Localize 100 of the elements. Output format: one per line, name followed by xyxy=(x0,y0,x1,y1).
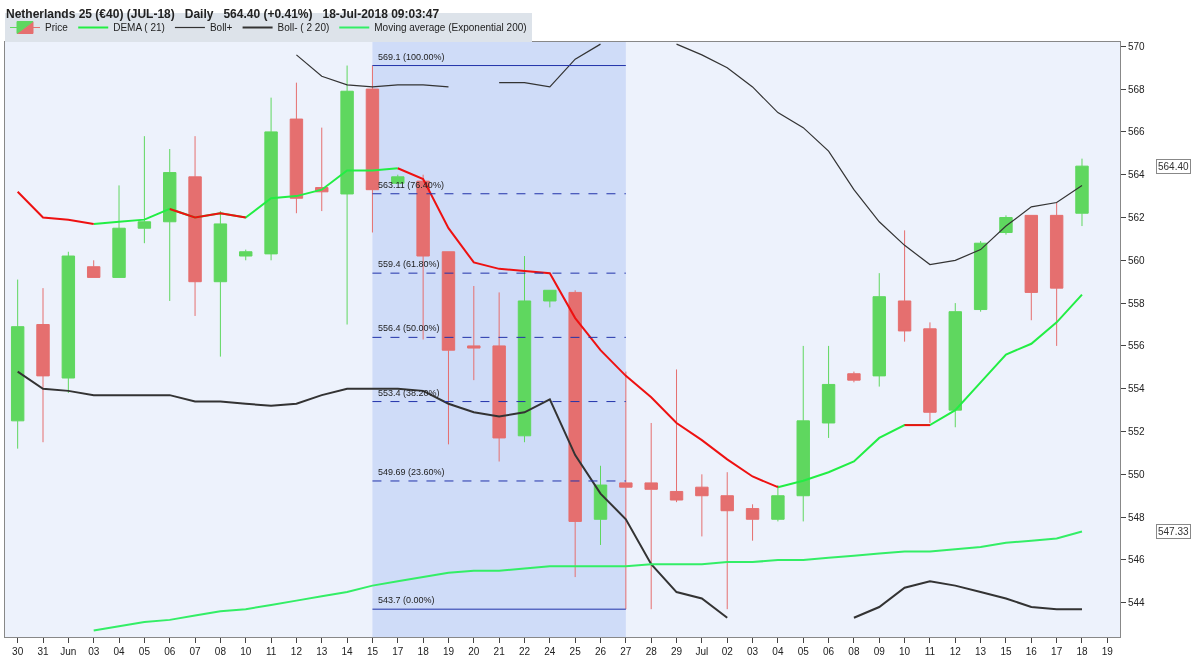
x-tick-label: Jun xyxy=(60,646,77,657)
x-tick-label: 16 xyxy=(1025,646,1038,657)
x-tick-label: 17 xyxy=(1051,646,1063,657)
ref-line-label: 569.1 (100.00%) xyxy=(378,52,445,62)
y-tick-label: 544 xyxy=(1128,597,1146,609)
y-tick-label: 554 xyxy=(1128,383,1146,395)
x-tick-label: 03 xyxy=(747,646,759,657)
x-tick-label: Jul xyxy=(695,646,709,657)
x-tick-label: 25 xyxy=(569,646,582,657)
candlestick xyxy=(467,285,481,381)
y-tick-label: 556 xyxy=(1128,340,1146,352)
y-tick-label: 558 xyxy=(1128,297,1146,309)
y-tick-label: 568 xyxy=(1128,83,1146,95)
candlestick xyxy=(1049,202,1064,347)
x-tick-label: 19 xyxy=(442,646,455,657)
candlestick xyxy=(897,229,912,343)
candlestick xyxy=(36,287,50,443)
x-tick-label: 30 xyxy=(12,646,24,657)
candlestick xyxy=(239,249,253,261)
text: 564.40 xyxy=(1158,161,1190,172)
candlestick xyxy=(872,272,886,388)
candlestick xyxy=(441,251,456,445)
candlestick xyxy=(923,321,937,424)
x-tick-label: 31 xyxy=(37,646,50,657)
candlestick xyxy=(112,184,126,278)
candlestick xyxy=(517,255,532,443)
x-tick-label: 20 xyxy=(468,646,480,657)
y-tick-label: 550 xyxy=(1128,468,1146,480)
candlestick xyxy=(644,422,658,610)
candlestick xyxy=(1024,214,1039,321)
x-tick-label: 28 xyxy=(645,646,658,657)
x-tick-label: 04 xyxy=(113,646,126,657)
candlestick xyxy=(61,251,76,394)
x-tick-label: 17 xyxy=(392,646,404,657)
text: 547.33 xyxy=(1158,526,1190,537)
candlestick xyxy=(999,214,1013,236)
y-tick-label: 552 xyxy=(1128,426,1146,438)
y-tick-label: 562 xyxy=(1128,212,1146,223)
y-tick-label: 566 xyxy=(1128,126,1146,138)
x-tick-label: 12 xyxy=(290,646,303,657)
x-tick-label: 11 xyxy=(924,646,936,657)
candlestick xyxy=(973,240,988,313)
y-tick-label: 570 xyxy=(1128,40,1146,52)
candlestick xyxy=(821,345,836,439)
candlestick xyxy=(796,345,810,522)
x-tick-label: 06 xyxy=(823,646,835,657)
candlestick xyxy=(137,135,152,244)
x-tick-label: 08 xyxy=(214,646,227,657)
candlestick xyxy=(10,279,25,450)
ref-line-label: 556.4 (50.00%) xyxy=(378,323,440,333)
x-tick-label: 26 xyxy=(594,646,607,657)
candlestick xyxy=(847,371,861,383)
x-tick-label: 12 xyxy=(949,646,962,657)
x-tick-label: 07 xyxy=(189,646,202,657)
x-tick-label: 21 xyxy=(493,646,506,657)
line-series xyxy=(92,530,1083,632)
ref-line-label: 559.4 (61.80%) xyxy=(378,259,440,269)
x-tick-label: 04 xyxy=(772,646,784,657)
x-tick-label: 22 xyxy=(518,646,531,657)
y-tick-label: 546 xyxy=(1128,554,1146,566)
candlestick xyxy=(264,97,278,261)
candlestick xyxy=(340,65,354,326)
ref-line-label: 543.7 (0.00%) xyxy=(378,595,435,605)
x-tick-label: 15 xyxy=(366,646,379,657)
x-tick-label: 29 xyxy=(670,646,683,657)
x-tick-label: 27 xyxy=(620,646,632,657)
x-tick-label: 05 xyxy=(138,646,151,657)
x-tick-label: 19 xyxy=(1101,646,1114,657)
candlestick xyxy=(771,484,785,522)
ref-line-label: 549.69 (23.60%) xyxy=(378,467,445,477)
candlestick xyxy=(289,82,304,214)
legend-label: Boll- ( 2 20) xyxy=(277,22,330,34)
candlestick xyxy=(745,503,760,542)
x-tick-label: 03 xyxy=(88,646,100,657)
candlestick xyxy=(492,291,506,462)
x-tick-label: 05 xyxy=(797,646,810,657)
x-tick-label: 10 xyxy=(899,646,911,657)
candlestick xyxy=(86,259,101,278)
candlestick xyxy=(948,302,962,428)
candlestick xyxy=(669,368,684,503)
x-tick-label: 11 xyxy=(265,646,277,657)
candlestick xyxy=(720,471,734,610)
candlestick xyxy=(163,148,177,302)
chart-title: Netherlands 25 (€40) (JUL-18) Daily 564.40 (+0.41%) 18-Jul-2018 09:03:47 xyxy=(6,7,440,22)
y-tick-label: 564 xyxy=(1128,169,1146,181)
legend-label: Price xyxy=(45,22,69,34)
y-tick-label: 548 xyxy=(1128,511,1146,523)
candlestick xyxy=(568,289,582,578)
x-tick-label: 13 xyxy=(975,646,987,657)
x-tick-label: 08 xyxy=(848,646,860,657)
x-tick-label: 13 xyxy=(316,646,328,657)
legend-label: Boll+ xyxy=(209,22,233,34)
x-tick-label: 14 xyxy=(341,646,354,657)
candlestick xyxy=(619,371,633,610)
legend-label: DEMA ( 21) xyxy=(113,22,165,34)
candlestick xyxy=(593,465,608,546)
x-tick-label: 24 xyxy=(544,646,556,657)
y-tick-label: 560 xyxy=(1128,254,1146,266)
x-tick-label: 18 xyxy=(1076,646,1088,657)
candlestick xyxy=(213,210,228,358)
